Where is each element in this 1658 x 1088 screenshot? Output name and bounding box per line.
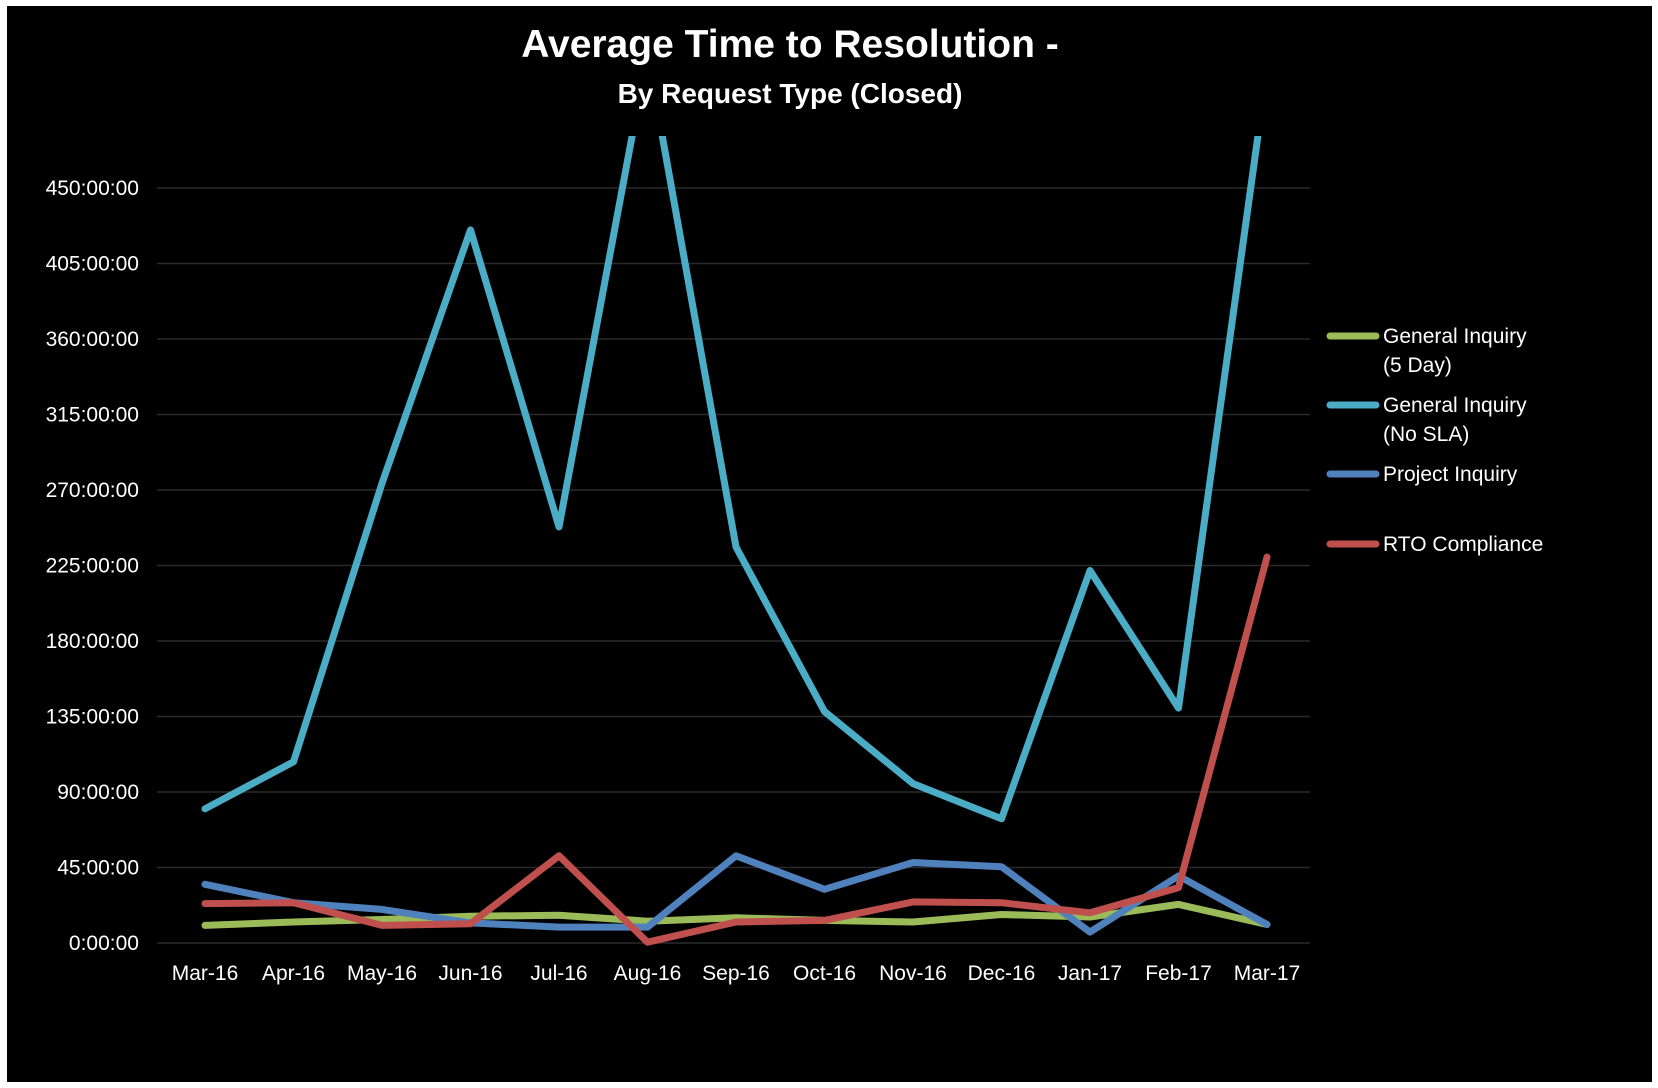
x-tick-label: Aug-16	[614, 962, 682, 985]
x-tick-label: Jun-16	[438, 962, 502, 985]
x-tick-label: Mar-17	[1234, 962, 1301, 985]
y-tick-label: 0:00:00	[69, 932, 139, 955]
legend-label-rto-compliance: RTO Compliance	[1383, 533, 1543, 556]
gridlines	[157, 187, 1310, 944]
x-tick-label: Feb-17	[1145, 962, 1212, 985]
y-tick-label: 225:00:00	[46, 555, 139, 578]
series-line-general-inquiry-5-day	[201, 900, 1271, 929]
x-tick-label: Sep-16	[702, 962, 770, 985]
x-tick-label: Nov-16	[879, 962, 947, 985]
legend: General Inquiry (5 Day) General Inquiry (No…	[1326, 325, 1543, 556]
y-tick-label: 45:00:00	[57, 857, 139, 880]
y-tick-label: 180:00:00	[46, 630, 139, 653]
series-line-general-inquiry-no-sla	[201, 136, 1262, 823]
x-tick-label: Apr-16	[262, 962, 325, 985]
y-tick-label: 135:00:00	[46, 706, 139, 729]
x-axis-tick-labels: Mar-16 Apr-16 May-16 Jun-16 Jul-16 Aug-16 Sep-…	[172, 962, 1301, 985]
y-tick-label: 450:00:00	[46, 177, 139, 200]
x-tick-label: Jan-17	[1058, 962, 1122, 985]
y-tick-label: 405:00:00	[46, 253, 139, 276]
x-tick-label: Mar-16	[172, 962, 239, 985]
legend-label-general-inquiry-5-day: (5 Day)	[1383, 354, 1452, 377]
chart-subtitle: By Request Type (Closed)	[618, 78, 963, 109]
chart-svg: Average Time to Resolution - By Request …	[46, 23, 1544, 985]
legend-label-general-inquiry-no-sla: (No SLA)	[1383, 423, 1469, 446]
x-tick-label: Oct-16	[793, 962, 856, 985]
x-tick-label: Jul-16	[530, 962, 587, 985]
plot-area	[201, 136, 1271, 946]
legend-label-general-inquiry-5-day: General Inquiry	[1383, 325, 1527, 348]
chart-title: Average Time to Resolution -	[521, 23, 1058, 66]
series-line-rto-compliance	[201, 553, 1271, 946]
y-tick-label: 270:00:00	[46, 479, 139, 502]
x-tick-label: Dec-16	[968, 962, 1036, 985]
x-tick-label: May-16	[347, 962, 417, 985]
y-axis-tick-labels: 0:00:00 45:00:00 90:00:00 135:00:00 180:00:0…	[46, 177, 139, 955]
y-tick-label: 360:00:00	[46, 328, 139, 351]
legend-label-general-inquiry-no-sla: General Inquiry	[1383, 394, 1527, 417]
chart-frame: Average Time to Resolution - By Request …	[7, 6, 1652, 1082]
series-line-project-inquiry	[201, 852, 1271, 936]
y-tick-label: 90:00:00	[57, 781, 139, 804]
legend-label-project-inquiry: Project Inquiry	[1383, 463, 1518, 486]
y-tick-label: 315:00:00	[46, 404, 139, 427]
